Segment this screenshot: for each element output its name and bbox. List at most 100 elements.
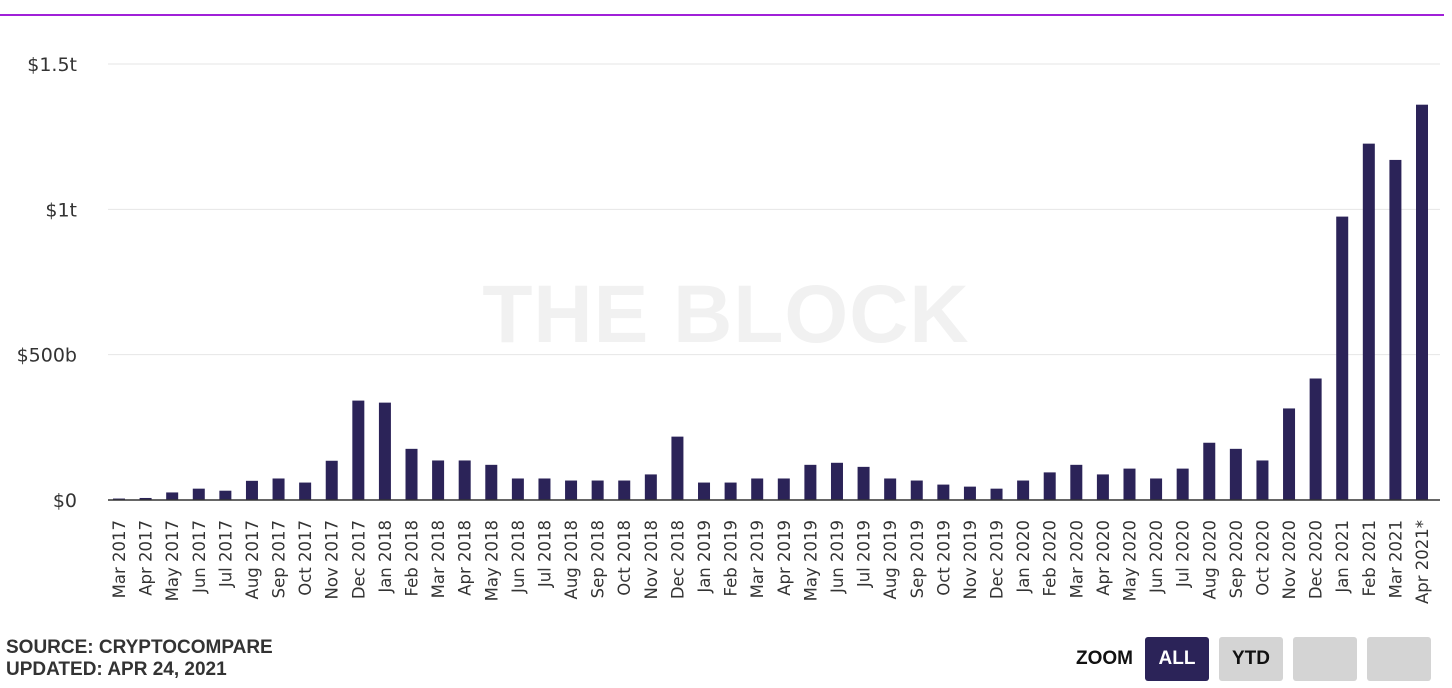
- x-tick-label: Apr 2020: [1094, 520, 1113, 596]
- bar[interactable]: [511, 478, 524, 500]
- bar[interactable]: [963, 486, 976, 500]
- zoom-button-4[interactable]: [1367, 637, 1431, 681]
- bar[interactable]: [804, 464, 817, 500]
- x-tick-label: Aug 2018: [562, 520, 581, 599]
- bar[interactable]: [884, 478, 897, 500]
- bar[interactable]: [1017, 480, 1030, 500]
- bar[interactable]: [1123, 468, 1136, 500]
- bar[interactable]: [1416, 104, 1428, 500]
- bar[interactable]: [671, 436, 684, 500]
- zoom-controls: ZOOM ALL YTD: [1070, 637, 1441, 681]
- bar[interactable]: [1362, 143, 1375, 500]
- bar[interactable]: [937, 484, 950, 500]
- bar[interactable]: [1203, 442, 1216, 500]
- y-tick-label: $1t: [45, 199, 77, 221]
- x-tick-label: Jul 2019: [855, 520, 874, 588]
- bar[interactable]: [1256, 460, 1269, 500]
- y-axis-tick-labels: $0 $500b $1t $1.5t: [17, 54, 77, 512]
- accent-rule: [0, 14, 1444, 16]
- bar[interactable]: [325, 460, 338, 500]
- bar[interactable]: [139, 497, 152, 500]
- x-tick-label: Apr 2019: [775, 520, 794, 596]
- bar[interactable]: [644, 474, 657, 500]
- bar[interactable]: [1283, 408, 1296, 500]
- x-tick-label: Aug 2019: [881, 520, 900, 599]
- bar[interactable]: [405, 448, 418, 500]
- bar[interactable]: [1176, 468, 1189, 500]
- x-tick-label: Jan 2020: [1014, 520, 1033, 594]
- x-tick-label: Aug 2017: [243, 520, 262, 599]
- bar[interactable]: [192, 488, 205, 500]
- bars: [108, 104, 1440, 501]
- bar[interactable]: [538, 478, 551, 500]
- bar[interactable]: [565, 480, 578, 500]
- x-tick-label: Oct 2019: [934, 520, 953, 596]
- x-tick-label: Apr 2017: [137, 520, 156, 596]
- bar[interactable]: [1070, 464, 1083, 500]
- bar[interactable]: [751, 478, 764, 500]
- zoom-all-button[interactable]: ALL: [1145, 637, 1209, 681]
- x-tick-label: Dec 2018: [668, 520, 687, 599]
- x-tick-label: Jun 2018: [509, 520, 528, 594]
- bar[interactable]: [485, 464, 498, 500]
- x-tick-label: Oct 2018: [615, 520, 634, 596]
- x-tick-label: Feb 2018: [403, 520, 422, 596]
- zoom-ytd-button[interactable]: YTD: [1219, 637, 1283, 681]
- x-tick-label: Dec 2017: [349, 520, 368, 599]
- bar[interactable]: [1096, 474, 1109, 500]
- x-tick-label: Sep 2019: [908, 520, 927, 598]
- x-tick-label: Oct 2017: [296, 520, 315, 596]
- x-tick-label: Feb 2019: [722, 520, 741, 596]
- bar-chart: THE BLOCK $0 $500b $1t $1.5t Mar 2017 Apr 20…: [17, 54, 1440, 604]
- x-tick-label: Nov 2019: [961, 520, 980, 599]
- bar[interactable]: [830, 462, 843, 500]
- bar[interactable]: [219, 490, 232, 500]
- bar[interactable]: [618, 480, 631, 500]
- bar[interactable]: [272, 478, 285, 500]
- x-tick-label: Jan 2018: [376, 520, 395, 594]
- y-tick-label: $500b: [17, 345, 77, 367]
- bar[interactable]: [591, 480, 604, 500]
- bar[interactable]: [777, 478, 790, 500]
- y-tick-label: $1.5t: [27, 54, 77, 76]
- bar[interactable]: [698, 482, 711, 500]
- bar[interactable]: [1336, 216, 1349, 500]
- bar[interactable]: [1043, 472, 1056, 500]
- x-tick-label: Mar 2020: [1067, 520, 1086, 598]
- bar[interactable]: [166, 492, 179, 500]
- updated-text: UPDATED: APR 24, 2021: [6, 659, 227, 680]
- bar[interactable]: [1389, 159, 1402, 501]
- x-tick-label: Aug 2020: [1200, 520, 1219, 599]
- bar[interactable]: [1309, 378, 1322, 501]
- bar[interactable]: [378, 402, 391, 500]
- x-tick-label: Feb 2021: [1360, 520, 1379, 596]
- x-tick-label: Jun 2017: [190, 520, 209, 594]
- x-tick-label: Jan 2019: [695, 520, 714, 594]
- y-tick-label: $0: [53, 490, 77, 512]
- x-tick-label: Nov 2017: [323, 520, 342, 599]
- bar[interactable]: [910, 480, 923, 500]
- bar[interactable]: [857, 466, 870, 500]
- gridlines: [108, 63, 1440, 356]
- x-tick-label: Dec 2020: [1307, 520, 1326, 599]
- x-tick-label: Oct 2020: [1253, 520, 1272, 596]
- x-tick-label: May 2018: [482, 520, 501, 601]
- x-tick-label: May 2017: [163, 520, 182, 601]
- bar[interactable]: [724, 482, 737, 500]
- x-tick-label: Apr 2021*: [1413, 520, 1432, 604]
- watermark: THE BLOCK: [482, 269, 969, 360]
- x-tick-label: Jul 2018: [535, 520, 554, 588]
- zoom-label: ZOOM: [1076, 648, 1133, 669]
- bar[interactable]: [990, 488, 1003, 500]
- bar[interactable]: [1150, 478, 1163, 500]
- bar[interactable]: [245, 480, 258, 500]
- x-tick-label: Apr 2018: [456, 520, 475, 596]
- bar[interactable]: [1229, 448, 1242, 500]
- bar[interactable]: [299, 482, 312, 500]
- bar[interactable]: [352, 400, 365, 500]
- x-tick-label: Jan 2021: [1333, 520, 1352, 594]
- bar[interactable]: [458, 460, 471, 500]
- bar[interactable]: [432, 460, 445, 500]
- zoom-button-3[interactable]: [1293, 637, 1357, 681]
